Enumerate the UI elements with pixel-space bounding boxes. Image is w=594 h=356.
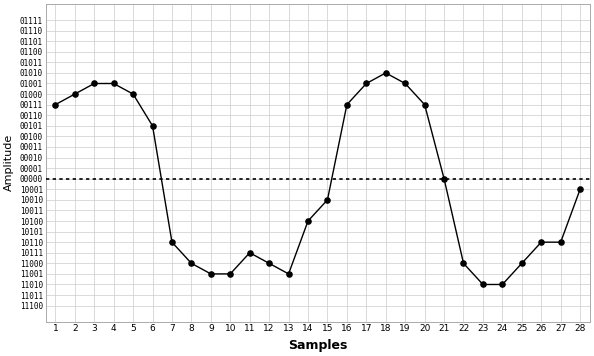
Point (576, 187, 585, 192)
Point (187, 261, 196, 266)
Point (517, 261, 526, 266)
Point (420, 102, 429, 108)
Point (440, 176, 449, 182)
Point (70, 91, 80, 97)
Point (148, 123, 157, 129)
Point (167, 239, 176, 245)
Point (245, 250, 254, 256)
Point (400, 81, 410, 87)
Point (90, 81, 99, 87)
Point (109, 81, 118, 87)
Point (381, 70, 390, 76)
Point (498, 282, 507, 287)
Point (50, 102, 60, 108)
Point (536, 239, 546, 245)
Point (478, 282, 488, 287)
Point (342, 102, 352, 108)
Point (128, 91, 138, 97)
Point (264, 261, 274, 266)
Point (459, 261, 468, 266)
Point (284, 271, 293, 277)
Point (323, 197, 332, 203)
Point (362, 81, 371, 87)
Point (206, 271, 216, 277)
Point (304, 218, 313, 224)
X-axis label: Samples: Samples (288, 339, 347, 352)
Point (556, 239, 565, 245)
Point (226, 271, 235, 277)
Y-axis label: Amplitude: Amplitude (4, 134, 14, 192)
